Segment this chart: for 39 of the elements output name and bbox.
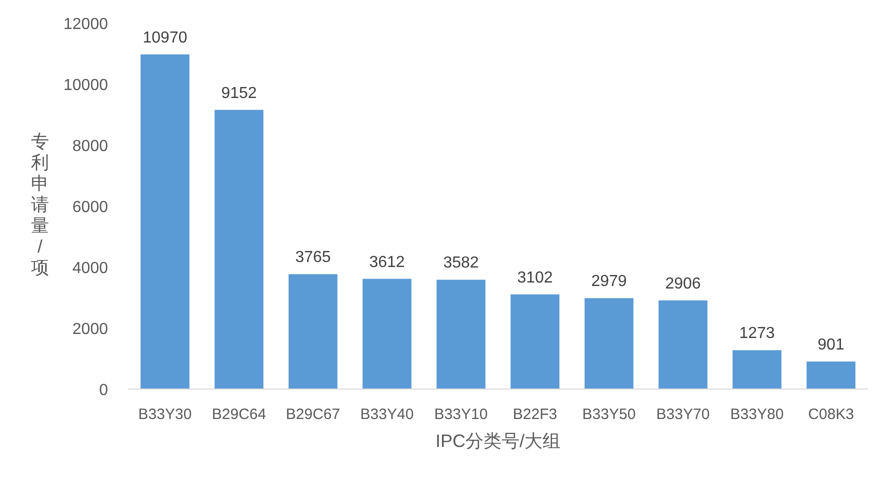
bar bbox=[584, 298, 634, 389]
x-tick-label: B33Y10 bbox=[434, 406, 488, 423]
data-label: 3612 bbox=[369, 254, 405, 271]
x-tick-label: B33Y50 bbox=[582, 406, 636, 423]
x-tick-label: C08K3 bbox=[808, 406, 854, 423]
bar bbox=[288, 274, 338, 389]
bar bbox=[362, 278, 412, 389]
x-tick-label: B33Y70 bbox=[656, 406, 710, 423]
x-tick-label: B29C67 bbox=[286, 406, 340, 423]
x-tick-label: B33Y40 bbox=[360, 406, 414, 423]
y-tick-label: 2000 bbox=[72, 321, 108, 338]
data-label: 3765 bbox=[295, 249, 331, 266]
data-label: 2906 bbox=[665, 275, 701, 292]
x-axis-title: IPC分类号/大组 bbox=[435, 431, 561, 451]
bar bbox=[140, 54, 190, 389]
data-label: 10970 bbox=[142, 29, 188, 46]
bar bbox=[658, 300, 708, 389]
bar bbox=[436, 280, 486, 389]
data-label: 3582 bbox=[443, 254, 479, 272]
bar bbox=[510, 294, 560, 389]
y-tick-label: 8000 bbox=[72, 138, 108, 155]
data-label: 901 bbox=[818, 336, 844, 354]
x-tick-label: B33Y30 bbox=[138, 406, 192, 423]
data-label: 3102 bbox=[517, 269, 553, 286]
y-tick-label: 4000 bbox=[72, 260, 108, 277]
x-tick-label: B29C64 bbox=[212, 406, 266, 423]
y-tick-label: 6000 bbox=[72, 199, 108, 216]
bar bbox=[732, 350, 782, 389]
x-tick-label: B22F3 bbox=[512, 406, 558, 423]
bar bbox=[806, 362, 856, 389]
y-tick-label: 0 bbox=[99, 382, 108, 399]
x-tick-label: B33Y80 bbox=[730, 406, 784, 423]
bar bbox=[214, 110, 264, 389]
data-label: 9152 bbox=[221, 84, 257, 102]
y-axis-title: 专利申请量/项 bbox=[31, 132, 49, 278]
y-tick-label: 10000 bbox=[64, 77, 108, 94]
y-tick-label: 12000 bbox=[64, 16, 108, 33]
data-label: 1273 bbox=[739, 325, 775, 342]
data-label: 2979 bbox=[591, 273, 627, 290]
